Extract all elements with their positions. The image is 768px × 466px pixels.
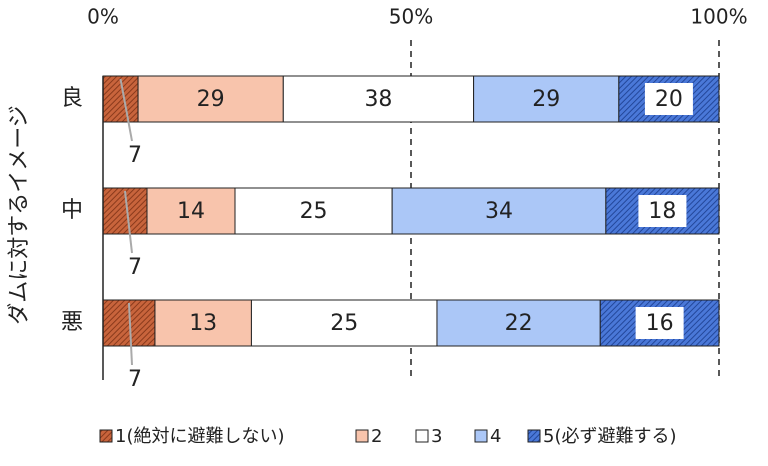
bar-segment (391, 187, 607, 235)
bar-segment (473, 75, 620, 123)
y-tick-label: 悪 (61, 310, 83, 335)
data-label: 29 (197, 87, 225, 112)
bar-segment (282, 75, 475, 123)
legend-label: 3 (431, 426, 442, 447)
legend-swatch (355, 429, 369, 443)
data-label: 34 (485, 199, 513, 224)
bar-segment (154, 299, 252, 347)
x-tick-label: 50% (389, 5, 433, 29)
legend-label: 4 (490, 426, 501, 447)
x-tick-label: 100% (690, 5, 747, 29)
y-tick-label: 良 (61, 86, 83, 111)
data-label: 25 (300, 199, 328, 224)
legend-swatch (474, 429, 488, 443)
bar-segment (250, 299, 438, 347)
leader-line (119, 78, 133, 142)
data-label: 38 (364, 87, 392, 112)
legend-swatch (99, 429, 113, 443)
data-label: 14 (177, 199, 205, 224)
data-label: 25 (330, 311, 358, 336)
data-label: 29 (532, 87, 560, 112)
data-label: 16 (646, 311, 674, 336)
label-box (644, 83, 693, 115)
label-box (635, 307, 684, 339)
bar-segment (146, 187, 236, 235)
bar-segment (234, 187, 393, 235)
legend-swatch (527, 429, 541, 443)
data-label: 7 (128, 367, 142, 392)
y-tick-label: 中 (61, 198, 83, 223)
leader-line (124, 190, 133, 254)
data-label: 18 (648, 199, 676, 224)
data-label: 22 (505, 311, 533, 336)
legend-swatch (415, 429, 429, 443)
data-label: 7 (128, 255, 142, 280)
data-label: 13 (189, 311, 217, 336)
legend-label: 5(必ず避難する) (543, 426, 677, 447)
data-label: 20 (655, 87, 683, 112)
legend-label: 2 (371, 426, 382, 447)
y-axis-title: ダムに対するイメージ (7, 105, 32, 325)
x-tick-label: 0% (87, 5, 119, 29)
data-label: 7 (128, 143, 142, 168)
label-box (638, 195, 687, 227)
legend-label: 1(絶対に避難しない) (115, 426, 285, 447)
leader-line (127, 302, 133, 366)
